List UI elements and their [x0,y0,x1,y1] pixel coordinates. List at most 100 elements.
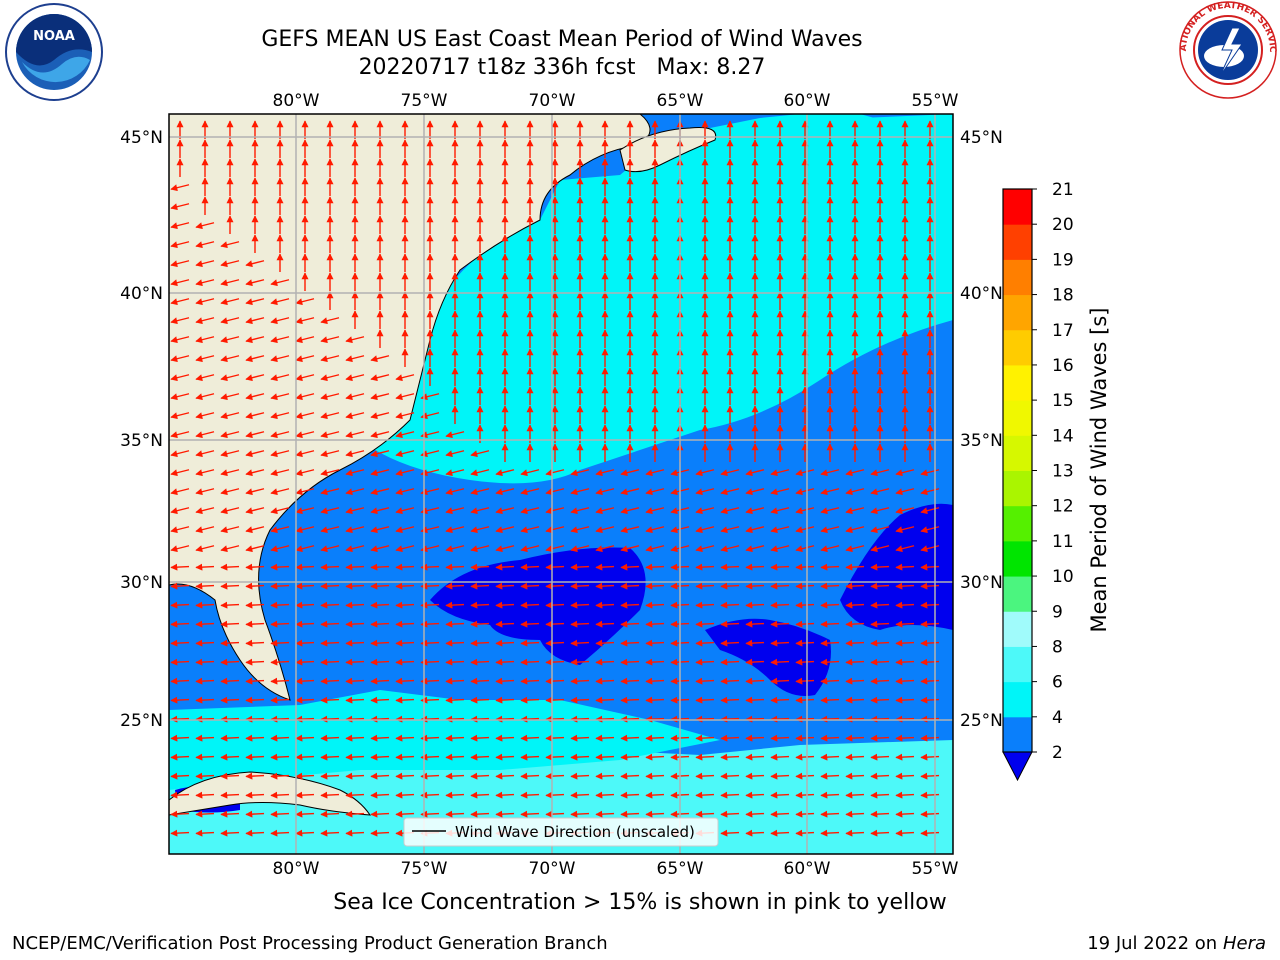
wave-arrow [370,696,390,704]
wave-arrow [395,810,415,818]
wave-arrow [245,260,265,268]
wave-arrow [570,753,590,761]
wave-arrow [220,545,240,553]
wave-arrow [770,753,790,761]
wave-arrow [370,393,390,401]
wave-arrow [170,203,190,211]
wave-arrow [745,507,765,515]
wave-arrow [870,582,890,590]
wave-arrow [245,734,265,742]
wave-arrow [495,734,515,742]
wave-arrow [620,601,640,609]
wave-arrow [495,488,515,496]
noaa-logo: NOAA [5,3,103,101]
wave-arrow [295,507,315,515]
wave-arrow [170,639,190,647]
sea-ice-note: Sea Ice Concentration > 15% is shown in … [333,890,947,915]
wave-arrow [820,469,840,477]
wave-arrow [370,450,390,458]
wave-arrow [395,658,415,666]
wave-arrow [645,696,665,704]
wave-arrow [220,260,240,268]
wave-arrow [245,639,265,647]
lon-label-bottom: 75°W [401,859,448,879]
wave-arrow [870,677,890,685]
wave-arrow [720,469,740,477]
cuba-land [169,771,371,816]
wave-arrow [270,431,290,439]
wave-arrow [645,526,665,534]
wave-arrow [720,526,740,534]
wave-arrow [845,563,865,571]
wave-arrow [770,507,790,515]
wave-arrow [645,620,665,628]
lat-label-left: 25°N [120,711,163,731]
wave-arrow [395,791,415,799]
wave-arrow [195,734,215,742]
wave-arrow [320,829,340,837]
wave-arrow [295,545,315,553]
colorbar-segment [1003,294,1032,331]
wave-arrow [370,488,390,496]
lat-label-left: 35°N [120,431,163,451]
wave-arrow [270,336,290,344]
wave-arrow [645,563,665,571]
lat-label-right: 30°N [960,573,1003,593]
wave-arrow [695,677,715,685]
wave-arrow [445,507,465,515]
colorbar-segment [1003,716,1032,753]
wave-arrow [270,450,290,458]
wave-arrow [220,810,240,818]
wave-arrow [470,507,490,515]
wave-arrow [645,488,665,496]
wave-arrow [620,620,640,628]
wave-arrow [270,601,290,609]
wave-arrow [170,336,190,344]
wave-arrow [245,431,265,439]
wave-arrow [620,563,640,571]
wave-arrow [370,639,390,647]
wave-arrow [545,658,565,666]
wave-arrow [370,469,390,477]
chart-title: GEFS MEAN US East Coast Mean Period of W… [261,27,863,52]
wave-arrow [770,639,790,647]
wave-arrow [395,772,415,780]
wave-arrow [195,772,215,780]
wave-arrow [295,488,315,496]
wave-arrow [695,620,715,628]
wave-arrow [195,355,215,363]
wave-arrow [245,488,265,496]
wave-arrow [720,563,740,571]
wave-arrow [920,658,940,666]
wave-arrow [620,753,640,761]
wave-arrow [345,810,365,818]
wave-arrow [195,582,215,590]
wave-arrow [820,545,840,553]
wave-arrow [195,241,215,249]
wave-arrow [495,677,515,685]
wave-arrow [645,469,665,477]
lon-label-top: 70°W [529,91,576,111]
wave-arrow [520,810,540,818]
colorbar-segment [1003,189,1032,225]
wave-arrow [695,488,715,496]
wave-arrow [295,431,315,439]
wave-arrow [770,829,790,837]
wave-arrow [870,791,890,799]
wave-arrow [195,620,215,628]
wave-arrow [245,582,265,590]
wave-arrow [645,791,665,799]
wave-arrow [795,753,815,761]
wave-arrow [495,810,515,818]
wave-arrow [495,563,515,571]
wave-arrow [195,431,215,439]
wave-arrow [895,488,915,496]
wave-arrow [445,772,465,780]
wave-arrow [470,677,490,685]
colorbar-segment [1003,435,1032,471]
wave-arrow [820,639,840,647]
wave-arrow [245,298,265,306]
wave-arrow [220,412,240,420]
wave-arrow [295,791,315,799]
colorbar-under-triangle [1002,751,1033,782]
